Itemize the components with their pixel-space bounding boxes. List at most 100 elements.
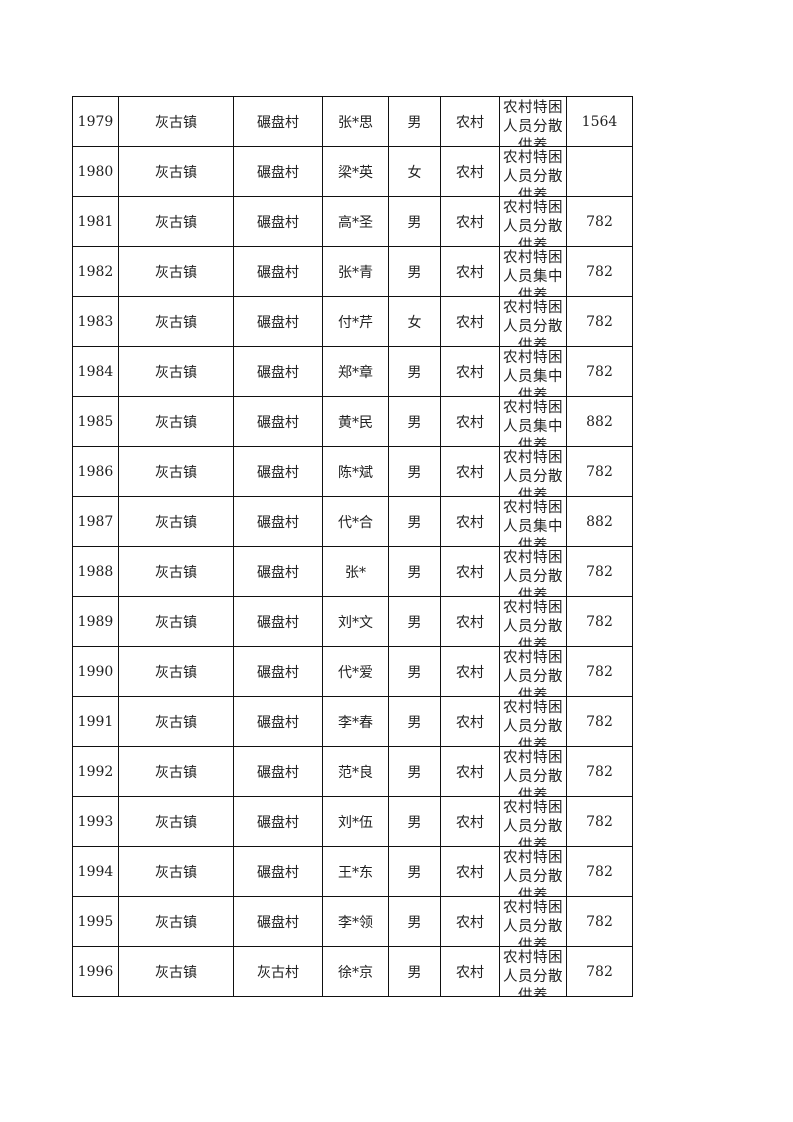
support-type-cell: 农村特困人员集中供养 bbox=[499, 396, 567, 447]
town-cell: 灰古镇 bbox=[118, 246, 234, 297]
support-type-cell: 农村特困人员分散供养 bbox=[499, 96, 567, 147]
row-number: 1980 bbox=[72, 146, 119, 197]
area-cell: 农村 bbox=[440, 946, 500, 997]
amount-cell: 782 bbox=[566, 196, 633, 247]
support-type-text: 农村特困人员分散供养 bbox=[503, 200, 563, 246]
gender-cell: 男 bbox=[388, 796, 441, 847]
name-cell: 黄*民 bbox=[322, 396, 389, 447]
row-number: 1988 bbox=[72, 546, 119, 597]
support-type-text: 农村特困人员分散供养 bbox=[503, 900, 563, 946]
name-cell: 刘*文 bbox=[322, 596, 389, 647]
amount-cell bbox=[566, 146, 633, 197]
recipient-table: 1979 灰古镇 碾盘村 张*思男农村 农村特困人员分散供养 1564 1980 灰古镇 碾盘村… bbox=[72, 96, 633, 997]
table-row: 1981 灰古镇 碾盘村 高*圣男农村 农村特困人员分散供养 782 bbox=[72, 196, 633, 247]
village-cell: 碾盘村 bbox=[233, 896, 323, 947]
row-number: 1989 bbox=[72, 596, 119, 647]
village-cell: 碾盘村 bbox=[233, 446, 323, 497]
area-cell: 农村 bbox=[440, 396, 500, 447]
village-cell: 碾盘村 bbox=[233, 546, 323, 597]
area-cell: 农村 bbox=[440, 446, 500, 497]
support-type-text: 农村特困人员分散供养 bbox=[503, 950, 563, 996]
village-cell: 碾盘村 bbox=[233, 296, 323, 347]
town-cell: 灰古镇 bbox=[118, 746, 234, 797]
row-number: 1994 bbox=[72, 846, 119, 897]
name-cell: 徐*京 bbox=[322, 946, 389, 997]
name-cell: 高*圣 bbox=[322, 196, 389, 247]
town-cell: 灰古镇 bbox=[118, 696, 234, 747]
support-type-text: 农村特困人员集中供养 bbox=[503, 500, 563, 546]
support-type-cell: 农村特困人员分散供养 bbox=[499, 296, 567, 347]
name-cell: 张*青 bbox=[322, 246, 389, 297]
gender-cell: 男 bbox=[388, 396, 441, 447]
town-cell: 灰古镇 bbox=[118, 596, 234, 647]
table-row: 1993 灰古镇 碾盘村 刘*伍男农村 农村特困人员分散供养 782 bbox=[72, 796, 633, 847]
support-type-cell: 农村特困人员分散供养 bbox=[499, 446, 567, 497]
gender-cell: 女 bbox=[388, 146, 441, 197]
support-type-text: 农村特困人员分散供养 bbox=[503, 150, 563, 196]
gender-cell: 男 bbox=[388, 546, 441, 597]
gender-cell: 男 bbox=[388, 96, 441, 147]
area-cell: 农村 bbox=[440, 246, 500, 297]
amount-cell: 782 bbox=[566, 246, 633, 297]
gender-cell: 男 bbox=[388, 246, 441, 297]
area-cell: 农村 bbox=[440, 146, 500, 197]
support-type-text: 农村特困人员分散供养 bbox=[503, 850, 563, 896]
amount-cell: 782 bbox=[566, 896, 633, 947]
gender-cell: 男 bbox=[388, 696, 441, 747]
row-number: 1996 bbox=[72, 946, 119, 997]
village-cell: 灰古村 bbox=[233, 946, 323, 997]
name-cell: 张* bbox=[322, 546, 389, 597]
support-type-text: 农村特困人员分散供养 bbox=[503, 450, 563, 496]
amount-cell: 882 bbox=[566, 496, 633, 547]
village-cell: 碾盘村 bbox=[233, 696, 323, 747]
support-type-text: 农村特困人员分散供养 bbox=[503, 800, 563, 846]
support-type-cell: 农村特困人员集中供养 bbox=[499, 246, 567, 297]
row-number: 1987 bbox=[72, 496, 119, 547]
area-cell: 农村 bbox=[440, 796, 500, 847]
name-cell: 代*合 bbox=[322, 496, 389, 547]
support-type-cell: 农村特困人员分散供养 bbox=[499, 746, 567, 797]
support-type-cell: 农村特困人员分散供养 bbox=[499, 646, 567, 697]
amount-cell: 882 bbox=[566, 396, 633, 447]
gender-cell: 男 bbox=[388, 596, 441, 647]
area-cell: 农村 bbox=[440, 896, 500, 947]
area-cell: 农村 bbox=[440, 646, 500, 697]
support-type-cell: 农村特困人员分散供养 bbox=[499, 546, 567, 597]
area-cell: 农村 bbox=[440, 846, 500, 897]
name-cell: 陈*斌 bbox=[322, 446, 389, 497]
area-cell: 农村 bbox=[440, 596, 500, 647]
support-type-text: 农村特困人员分散供养 bbox=[503, 650, 563, 696]
town-cell: 灰古镇 bbox=[118, 896, 234, 947]
town-cell: 灰古镇 bbox=[118, 296, 234, 347]
support-type-text: 农村特困人员分散供养 bbox=[503, 600, 563, 646]
town-cell: 灰古镇 bbox=[118, 96, 234, 147]
village-cell: 碾盘村 bbox=[233, 496, 323, 547]
village-cell: 碾盘村 bbox=[233, 96, 323, 147]
area-cell: 农村 bbox=[440, 746, 500, 797]
name-cell: 王*东 bbox=[322, 846, 389, 897]
support-type-cell: 农村特困人员集中供养 bbox=[499, 346, 567, 397]
amount-cell: 782 bbox=[566, 546, 633, 597]
table-row: 1990 灰古镇 碾盘村 代*爱男农村 农村特困人员分散供养 782 bbox=[72, 646, 633, 697]
support-type-text: 农村特困人员分散供养 bbox=[503, 100, 563, 146]
support-type-text: 农村特困人员分散供养 bbox=[503, 750, 563, 796]
amount-cell: 782 bbox=[566, 796, 633, 847]
table-row: 1984 灰古镇 碾盘村 郑*章男农村 农村特困人员集中供养 782 bbox=[72, 346, 633, 397]
amount-cell: 782 bbox=[566, 946, 633, 997]
table-row: 1980 灰古镇 碾盘村 梁*英女农村 农村特困人员分散供养 bbox=[72, 146, 633, 197]
gender-cell: 男 bbox=[388, 646, 441, 697]
name-cell: 郑*章 bbox=[322, 346, 389, 397]
support-type-cell: 农村特困人员集中供养 bbox=[499, 496, 567, 547]
support-type-cell: 农村特困人员分散供养 bbox=[499, 196, 567, 247]
row-number: 1979 bbox=[72, 96, 119, 147]
support-type-text: 农村特困人员分散供养 bbox=[503, 700, 563, 746]
town-cell: 灰古镇 bbox=[118, 196, 234, 247]
amount-cell: 782 bbox=[566, 846, 633, 897]
support-type-text: 农村特困人员分散供养 bbox=[503, 550, 563, 596]
amount-cell: 782 bbox=[566, 446, 633, 497]
gender-cell: 女 bbox=[388, 296, 441, 347]
row-number: 1993 bbox=[72, 796, 119, 847]
town-cell: 灰古镇 bbox=[118, 496, 234, 547]
row-number: 1995 bbox=[72, 896, 119, 947]
town-cell: 灰古镇 bbox=[118, 546, 234, 597]
